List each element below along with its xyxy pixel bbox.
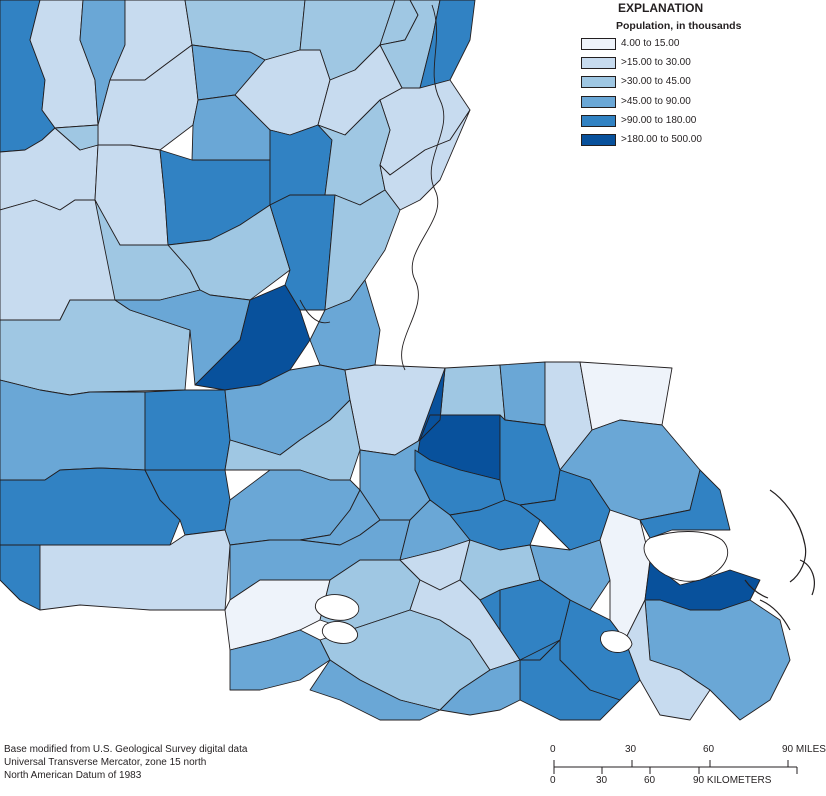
legend-swatch — [581, 38, 616, 50]
parish-polygon — [579, 361, 673, 431]
parish-polygons — [0, 0, 791, 721]
scale-bar-graphic — [553, 760, 798, 774]
credit-line: Universal Transverse Mercator, zone 15 n… — [4, 757, 207, 768]
scale-km-tick: 90 KILOMETERS — [693, 775, 772, 786]
legend-label: >180.00 to 500.00 — [621, 134, 702, 145]
lake-pontchartrain — [643, 531, 729, 582]
lake-salvador — [600, 630, 633, 653]
parish-polygon — [499, 361, 546, 426]
scale-mile-tick: 30 — [625, 744, 637, 755]
scale-km-tick: 0 — [550, 775, 556, 786]
legend-label: >15.00 to 30.00 — [621, 57, 691, 68]
scale-bar: 0 30 60 90 MILES 0 30 60 90 KILOMETERS — [540, 740, 826, 791]
legend-item: 4.00 to 15.00 — [578, 38, 818, 52]
legend-swatch — [581, 76, 616, 88]
parish-polygon — [309, 659, 441, 721]
credit-line: Base modified from U.S. Geological Surve… — [4, 744, 248, 755]
legend-item: >15.00 to 30.00 — [578, 57, 818, 71]
legend-label: 4.00 to 15.00 — [621, 38, 680, 49]
parish-polygon — [0, 544, 41, 611]
parish-polygon — [439, 659, 521, 716]
scale-mile-tick: 0 — [550, 744, 556, 755]
scale-km-tick: 60 — [644, 775, 656, 786]
rivers — [299, 4, 445, 371]
parish-polygon — [624, 599, 711, 721]
parish-polygon — [269, 124, 333, 206]
parish-polygon — [54, 124, 99, 151]
legend-item: >45.00 to 90.00 — [578, 96, 818, 110]
legend-item: >180.00 to 500.00 — [578, 134, 818, 148]
legend-swatch — [581, 134, 616, 146]
parish-polygon — [0, 529, 231, 611]
legend-title: EXPLANATION — [618, 1, 704, 15]
scale-mile-tick: 90 MILES — [782, 744, 826, 755]
coastal-features — [744, 489, 815, 631]
water-features — [315, 531, 729, 653]
parish-polygon — [519, 639, 621, 721]
scale-km-tick: 30 — [596, 775, 608, 786]
legend-swatch — [581, 57, 616, 69]
parish-polygon — [167, 204, 291, 301]
parish-polygon — [0, 379, 146, 481]
legend-item: >30.00 to 45.00 — [578, 76, 818, 90]
calcasieu-lake — [321, 621, 358, 644]
map-credits: Base modified from U.S. Geological Surve… — [4, 743, 247, 782]
legend-label: >45.00 to 90.00 — [621, 96, 691, 107]
white-lake — [315, 594, 360, 621]
scale-mile-tick: 60 — [703, 744, 715, 755]
legend-swatch — [581, 96, 616, 108]
legend-swatch — [581, 115, 616, 127]
legend-item: >90.00 to 180.00 — [578, 115, 818, 129]
credit-line: North American Datum of 1983 — [4, 770, 142, 781]
legend-label: >30.00 to 45.00 — [621, 76, 691, 87]
legend-subtitle: Population, in thousands — [616, 20, 742, 32]
parish-polygon — [144, 389, 231, 471]
legend-label: >90.00 to 180.00 — [621, 115, 697, 126]
